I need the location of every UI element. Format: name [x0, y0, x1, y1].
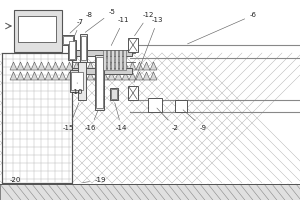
Text: -12: -12 [135, 12, 155, 36]
Bar [0, 184, 300, 200]
Bar [69, 41, 75, 59]
Polygon shape [129, 62, 136, 70]
Polygon shape [73, 72, 80, 80]
Polygon shape [122, 72, 129, 80]
Bar [71, 72, 83, 90]
Polygon shape [122, 62, 129, 70]
Bar [2, 53, 72, 183]
Bar [110, 88, 118, 100]
Polygon shape [108, 62, 115, 70]
Bar [175, 100, 187, 112]
Polygon shape [94, 62, 101, 70]
Polygon shape [24, 72, 31, 80]
Polygon shape [59, 72, 66, 80]
Polygon shape [129, 72, 136, 80]
Bar [81, 36, 86, 60]
Polygon shape [66, 62, 73, 70]
Bar [103, 50, 106, 70]
Text: -13: -13 [134, 17, 164, 82]
Polygon shape [73, 62, 80, 70]
Polygon shape [45, 72, 52, 80]
Bar [107, 50, 110, 70]
Bar [111, 89, 117, 99]
Bar [111, 50, 114, 70]
Text: -6: -6 [188, 12, 257, 44]
Text: -16: -16 [85, 111, 98, 131]
Polygon shape [94, 72, 101, 80]
Text: -14: -14 [115, 103, 128, 131]
Polygon shape [101, 72, 108, 80]
Bar [78, 62, 86, 100]
Polygon shape [45, 62, 52, 70]
Text: -7: -7 [73, 19, 84, 39]
Bar [72, 50, 132, 56]
Polygon shape [52, 72, 59, 80]
Text: -10: -10 [72, 83, 83, 95]
Bar [14, 10, 62, 52]
Polygon shape [87, 62, 94, 70]
Bar [72, 68, 132, 74]
Polygon shape [143, 62, 150, 70]
Polygon shape [24, 62, 31, 70]
Polygon shape [80, 62, 87, 70]
Text: -9: -9 [183, 110, 207, 131]
Polygon shape [17, 72, 24, 80]
Polygon shape [31, 62, 38, 70]
Bar [128, 38, 138, 52]
Polygon shape [38, 72, 45, 80]
Polygon shape [17, 62, 24, 70]
Bar [95, 55, 104, 110]
Polygon shape [115, 72, 122, 80]
Polygon shape [87, 72, 94, 80]
Polygon shape [136, 72, 143, 80]
Bar [18, 16, 56, 42]
Polygon shape [10, 72, 17, 80]
Bar [2, 53, 72, 183]
Text: -19: -19 [83, 177, 106, 183]
Text: -15: -15 [63, 103, 79, 131]
Text: -5: -5 [85, 9, 116, 32]
Bar [128, 86, 138, 100]
Polygon shape [31, 72, 38, 80]
Polygon shape [10, 62, 17, 70]
Polygon shape [115, 62, 122, 70]
Text: -8: -8 [70, 12, 93, 33]
Bar [96, 57, 103, 108]
Polygon shape [143, 72, 150, 80]
Polygon shape [136, 62, 143, 70]
Bar [70, 70, 84, 92]
Polygon shape [150, 62, 157, 70]
Bar [80, 34, 87, 62]
Polygon shape [52, 62, 59, 70]
Polygon shape [38, 62, 45, 70]
Bar [115, 50, 118, 70]
Bar [123, 50, 126, 70]
Bar [119, 50, 122, 70]
Polygon shape [108, 72, 115, 80]
Text: -2: -2 [157, 108, 179, 131]
Polygon shape [59, 62, 66, 70]
Bar [63, 36, 73, 44]
Polygon shape [66, 72, 73, 80]
Text: -11: -11 [111, 17, 130, 46]
Bar [62, 35, 74, 45]
Polygon shape [150, 72, 157, 80]
Polygon shape [80, 72, 87, 80]
Polygon shape [101, 62, 108, 70]
Text: -20: -20 [10, 177, 21, 183]
Bar [148, 98, 162, 112]
Bar [68, 40, 76, 60]
